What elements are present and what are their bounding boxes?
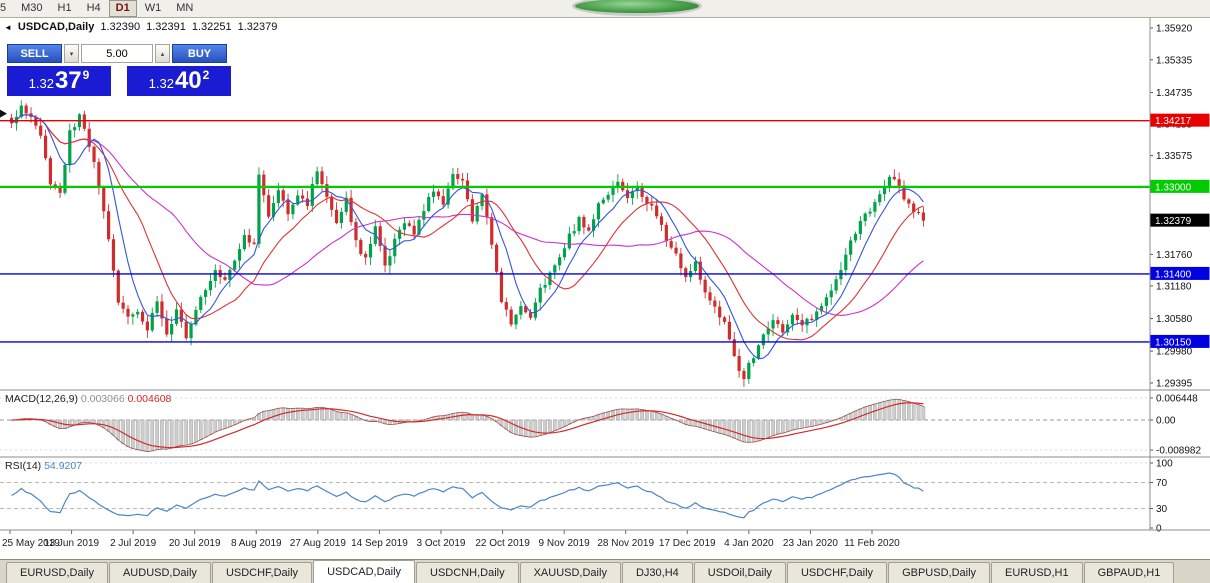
current-price-badge: 1.32379 bbox=[1150, 213, 1210, 227]
svg-text:1.35920: 1.35920 bbox=[1156, 24, 1193, 35]
timeframe-button-d1[interactable]: D1 bbox=[108, 0, 137, 17]
ohlc-open: 1.32390 bbox=[100, 21, 141, 33]
chart-tab-4-usdcnh-daily[interactable]: USDCNH,Daily bbox=[416, 562, 519, 583]
sell-price-main: 37 bbox=[54, 67, 82, 94]
timeframe-button-5[interactable]: 5 bbox=[0, 0, 13, 17]
rsi-label: RSI(14) 54.9207 bbox=[5, 460, 82, 472]
svg-text:1.29980: 1.29980 bbox=[1156, 347, 1193, 358]
buy-price-prefix: 1.32 bbox=[148, 76, 174, 91]
ohlc-high: 1.32391 bbox=[146, 21, 186, 33]
one-click-trading-panel: SELL ▾ ▴ BUY 1.32 37 9 1.32 40 2 bbox=[7, 44, 231, 96]
chart-tab-10-eurusd-h1[interactable]: EURUSD,H1 bbox=[991, 562, 1083, 583]
svg-text:1.35335: 1.35335 bbox=[1156, 55, 1193, 66]
chart-tab-0-eurusd-daily[interactable]: EURUSD,Daily bbox=[6, 562, 108, 583]
chart-symbol-label: USDCAD,Daily bbox=[17, 21, 95, 33]
price-chart-svg[interactable]: 1.359201.353351.347351.341551.335751.329… bbox=[0, 18, 1210, 559]
buy-button[interactable]: BUY bbox=[172, 44, 227, 63]
buy-price-pip: 2 bbox=[202, 68, 210, 82]
chart-tab-1-audusd-daily[interactable]: AUDUSD,Daily bbox=[108, 562, 211, 583]
svg-text:22 Oct 2019: 22 Oct 2019 bbox=[475, 538, 530, 549]
volume-decrease-button[interactable]: ▾ bbox=[64, 44, 79, 63]
svg-text:0.006448: 0.006448 bbox=[1156, 394, 1198, 405]
svg-text:8 Aug 2019: 8 Aug 2019 bbox=[231, 538, 282, 549]
svg-text:3 Oct 2019: 3 Oct 2019 bbox=[417, 538, 466, 549]
ohlc-close: 1.32379 bbox=[237, 21, 278, 33]
svg-text:13 Jun 2019: 13 Jun 2019 bbox=[44, 538, 99, 549]
svg-text:1.31180: 1.31180 bbox=[1156, 281, 1192, 292]
timeframe-button-w1[interactable]: W1 bbox=[138, 0, 169, 17]
moving-average-lines bbox=[11, 114, 924, 360]
chart-tab-2-usdchf-daily[interactable]: USDCHF,Daily bbox=[211, 562, 313, 583]
chart-tab-8-usdchf-daily[interactable]: USDCHF,Daily bbox=[786, 562, 888, 583]
chart-ohlc-header: ◄ USDCAD,Daily 1.32390 1.32391 1.32251 1… bbox=[4, 21, 277, 33]
svg-text:1.34735: 1.34735 bbox=[1156, 88, 1193, 99]
timeframe-button-mn[interactable]: MN bbox=[169, 0, 200, 17]
horizontal-level-lines[interactable]: 1.34217 1.33000 1.31400 1.30150 bbox=[0, 113, 1210, 349]
rsi-pane: 100 70 30 0 RSI(14) 54.9207 bbox=[0, 459, 1173, 535]
candlesticks bbox=[10, 100, 925, 387]
svg-text:-0.008982: -0.008982 bbox=[1156, 446, 1201, 457]
pane-separators bbox=[0, 18, 1210, 531]
chart-tab-9-gbpusd-daily[interactable]: GBPUSD,Daily bbox=[888, 562, 991, 583]
svg-text:2 Jul 2019: 2 Jul 2019 bbox=[110, 538, 157, 549]
macd-label: MACD(12,26,9) 0.003066 0.004608 bbox=[5, 393, 172, 405]
svg-text:20 Jul 2019: 20 Jul 2019 bbox=[169, 538, 221, 549]
svg-text:1.34217: 1.34217 bbox=[1155, 116, 1192, 127]
volume-increase-button[interactable]: ▴ bbox=[155, 44, 170, 63]
timeframe-button-m30[interactable]: M30 bbox=[14, 0, 49, 17]
svg-text:1.33575: 1.33575 bbox=[1156, 151, 1193, 162]
svg-text:17 Dec 2019: 17 Dec 2019 bbox=[659, 538, 716, 549]
sell-price-display[interactable]: 1.32 37 9 bbox=[7, 66, 111, 96]
svg-text:1.29395: 1.29395 bbox=[1156, 379, 1193, 390]
svg-text:70: 70 bbox=[1156, 478, 1168, 489]
sell-button[interactable]: SELL bbox=[7, 44, 62, 63]
svg-text:23 Jan 2020: 23 Jan 2020 bbox=[783, 538, 838, 549]
svg-text:4 Jan 2020: 4 Jan 2020 bbox=[724, 538, 774, 549]
svg-text:0: 0 bbox=[1156, 524, 1162, 535]
timeframe-button-h4[interactable]: H4 bbox=[80, 0, 108, 17]
ohlc-low: 1.32251 bbox=[191, 21, 232, 33]
svg-text:1.30150: 1.30150 bbox=[1155, 337, 1192, 348]
svg-text:1.31400: 1.31400 bbox=[1155, 269, 1192, 280]
svg-text:1.31760: 1.31760 bbox=[1156, 250, 1193, 261]
svg-text:30: 30 bbox=[1156, 504, 1168, 515]
chart-tab-7-usdoil-daily[interactable]: USDOil,Daily bbox=[693, 562, 786, 583]
svg-text:1.33000: 1.33000 bbox=[1155, 182, 1192, 193]
macd-pane: 0.006448 0.00 -0.008982 MACD(12,26,9) 0.003… bbox=[0, 393, 1201, 457]
price-axis: 1.359201.353351.347351.341551.335751.329… bbox=[1150, 24, 1193, 390]
svg-text:28 Nov 2019: 28 Nov 2019 bbox=[597, 538, 654, 549]
chart-tabs-bar: EURUSD,Daily AUDUSD,Daily USDCHF,Daily USDC… bbox=[0, 559, 1210, 583]
svg-text:11 Feb 2020: 11 Feb 2020 bbox=[844, 538, 900, 549]
sell-price-pip: 9 bbox=[82, 68, 90, 82]
svg-text:27 Aug 2019: 27 Aug 2019 bbox=[290, 538, 347, 549]
svg-text:25 May 2019: 25 May 2019 bbox=[2, 538, 60, 549]
volume-input[interactable] bbox=[81, 44, 153, 63]
timeframe-button-h1[interactable]: H1 bbox=[51, 0, 79, 17]
svg-text:9 Nov 2019: 9 Nov 2019 bbox=[539, 538, 591, 549]
screen-share-indicator bbox=[572, 0, 702, 16]
chart-tab-11-gbpaud-h1[interactable]: GBPAUD,H1 bbox=[1083, 562, 1175, 583]
sell-price-prefix: 1.32 bbox=[28, 76, 54, 91]
svg-text:100: 100 bbox=[1156, 459, 1173, 470]
chart-marker-icon: ◄ bbox=[4, 22, 12, 32]
arrow-marker-icon bbox=[0, 109, 7, 118]
chart-region: 1.359201.353351.347351.341551.335751.329… bbox=[0, 18, 1210, 559]
svg-text:14 Sep 2019: 14 Sep 2019 bbox=[351, 538, 408, 549]
svg-text:1.30580: 1.30580 bbox=[1156, 314, 1193, 325]
buy-price-main: 40 bbox=[174, 67, 202, 94]
svg-text:1.32379: 1.32379 bbox=[1155, 216, 1192, 227]
buy-price-display[interactable]: 1.32 40 2 bbox=[127, 66, 231, 96]
svg-text:0.00: 0.00 bbox=[1156, 416, 1176, 427]
chart-tab-3-usdcad-daily[interactable]: USDCAD,Daily bbox=[313, 560, 416, 583]
chart-tab-5-xauusd-daily[interactable]: XAUUSD,Daily bbox=[519, 562, 621, 583]
chart-tab-6-dj30-h4[interactable]: DJ30,H4 bbox=[621, 562, 693, 583]
